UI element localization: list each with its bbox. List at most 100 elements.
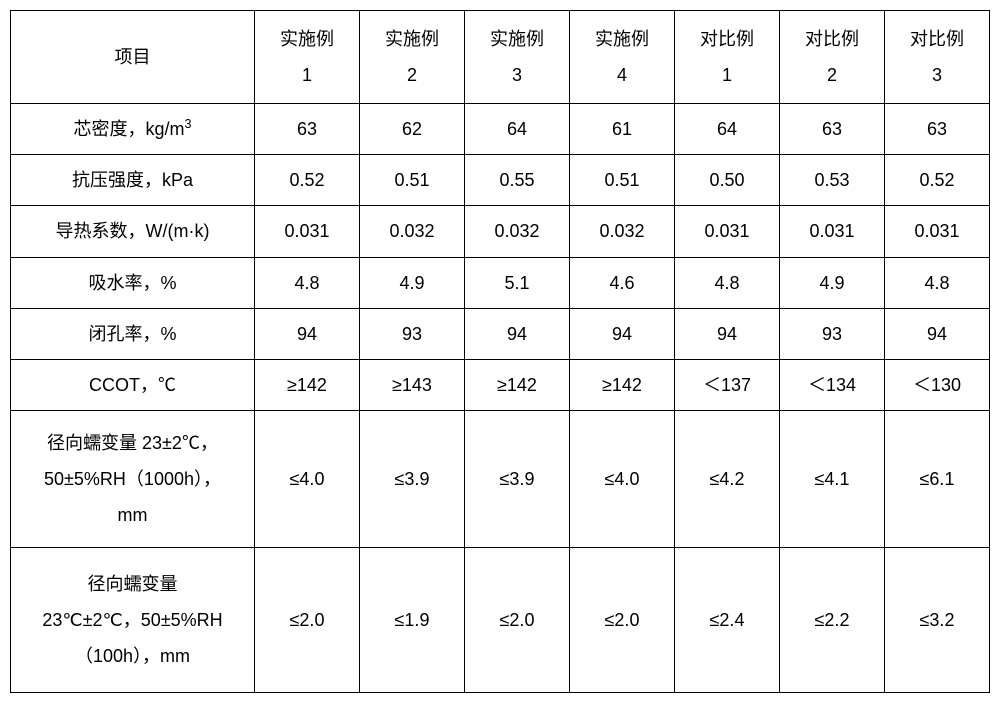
- cell: 64: [675, 104, 780, 155]
- row-label: 闭孔率，%: [11, 308, 255, 359]
- row-label: 径向蠕变量 23℃±2℃，50±5%RH （100h），mm: [11, 548, 255, 693]
- cell: 4.8: [675, 257, 780, 308]
- label-text: 芯密度，kg/m: [73, 119, 184, 139]
- label-line3: （100h），mm: [75, 646, 190, 666]
- cell: 4.8: [255, 257, 360, 308]
- table-body: 芯密度，kg/m3 63 62 64 61 64 63 63 抗压强度，kPa …: [11, 104, 990, 693]
- table-row: 导热系数，W/(m·k) 0.031 0.032 0.032 0.032 0.0…: [11, 206, 990, 257]
- cell: ≤3.9: [465, 411, 570, 548]
- header-num: 2: [407, 65, 417, 85]
- label-line2: 23℃±2℃，50±5%RH: [42, 610, 222, 630]
- cell: 63: [780, 104, 885, 155]
- table-row: CCOT，℃ ≥142 ≥143 ≥142 ≥142 ＜137 ＜134 ＜13…: [11, 359, 990, 410]
- cell: 64: [465, 104, 570, 155]
- cell: 93: [360, 308, 465, 359]
- cell: ≥142: [255, 359, 360, 410]
- cell: ≤2.0: [255, 548, 360, 693]
- header-col-5: 对比例 1: [675, 11, 780, 104]
- cell: 0.53: [780, 155, 885, 206]
- cell: 61: [570, 104, 675, 155]
- cell: 4.6: [570, 257, 675, 308]
- header-num: 1: [302, 65, 312, 85]
- data-table: 项目 实施例 1 实施例 2 实施例 3 实施例 4 对比例 1: [10, 10, 990, 693]
- cell: ≤2.0: [570, 548, 675, 693]
- label-line1: 径向蠕变量: [88, 574, 178, 594]
- cell: 0.031: [780, 206, 885, 257]
- cell: 0.50: [675, 155, 780, 206]
- header-text: 实施例: [280, 29, 334, 49]
- cell: ≤3.2: [885, 548, 990, 693]
- row-label: 导热系数，W/(m·k): [11, 206, 255, 257]
- cell: 0.032: [465, 206, 570, 257]
- header-text: 实施例: [595, 29, 649, 49]
- cell: 93: [780, 308, 885, 359]
- cell: 4.8: [885, 257, 990, 308]
- cell: 94: [675, 308, 780, 359]
- cell: ≤2.0: [465, 548, 570, 693]
- cell: 4.9: [360, 257, 465, 308]
- cell: 63: [885, 104, 990, 155]
- header-num: 2: [827, 65, 837, 85]
- table-row: 吸水率，% 4.8 4.9 5.1 4.6 4.8 4.9 4.8: [11, 257, 990, 308]
- cell: 0.032: [570, 206, 675, 257]
- cell: ≤1.9: [360, 548, 465, 693]
- cell: ≤2.2: [780, 548, 885, 693]
- cell: 0.55: [465, 155, 570, 206]
- cell: 0.51: [570, 155, 675, 206]
- cell: 0.52: [255, 155, 360, 206]
- row-label: 芯密度，kg/m3: [11, 104, 255, 155]
- cell: ≤4.2: [675, 411, 780, 548]
- header-text: 实施例: [385, 29, 439, 49]
- header-text: 对比例: [910, 29, 964, 49]
- cell: 63: [255, 104, 360, 155]
- cell: ≤4.0: [255, 411, 360, 548]
- row-label: 抗压强度，kPa: [11, 155, 255, 206]
- table-row: 抗压强度，kPa 0.52 0.51 0.55 0.51 0.50 0.53 0…: [11, 155, 990, 206]
- header-col-2: 实施例 2: [360, 11, 465, 104]
- cell: ≤4.1: [780, 411, 885, 548]
- cell: ≤2.4: [675, 548, 780, 693]
- header-num: 1: [722, 65, 732, 85]
- cell: ≥142: [465, 359, 570, 410]
- label-sup: 3: [185, 117, 192, 131]
- label-line1: 径向蠕变量 23±2℃，: [47, 433, 218, 453]
- header-col-6: 对比例 2: [780, 11, 885, 104]
- cell: ＜130: [885, 359, 990, 410]
- cell: 4.9: [780, 257, 885, 308]
- header-col-3: 实施例 3: [465, 11, 570, 104]
- cell: ≥143: [360, 359, 465, 410]
- cell: ≤4.0: [570, 411, 675, 548]
- table-row: 闭孔率，% 94 93 94 94 94 93 94: [11, 308, 990, 359]
- cell: 0.032: [360, 206, 465, 257]
- header-label: 项目: [11, 11, 255, 104]
- cell: 94: [885, 308, 990, 359]
- cell: 0.031: [885, 206, 990, 257]
- cell: ≤6.1: [885, 411, 990, 548]
- header-col-1: 实施例 1: [255, 11, 360, 104]
- row-label: CCOT，℃: [11, 359, 255, 410]
- cell: 94: [255, 308, 360, 359]
- header-col-7: 对比例 3: [885, 11, 990, 104]
- header-text: 实施例: [490, 29, 544, 49]
- header-num: 3: [512, 65, 522, 85]
- cell: 0.031: [675, 206, 780, 257]
- cell: 0.51: [360, 155, 465, 206]
- header-text: 对比例: [700, 29, 754, 49]
- header-col-4: 实施例 4: [570, 11, 675, 104]
- cell: 5.1: [465, 257, 570, 308]
- cell: ＜137: [675, 359, 780, 410]
- cell: 62: [360, 104, 465, 155]
- row-label: 吸水率，%: [11, 257, 255, 308]
- cell: ≥142: [570, 359, 675, 410]
- cell: 0.52: [885, 155, 990, 206]
- cell: 0.031: [255, 206, 360, 257]
- cell: 94: [570, 308, 675, 359]
- row-label: 径向蠕变量 23±2℃， 50±5%RH（1000h）， mm: [11, 411, 255, 548]
- table-row: 径向蠕变量 23℃±2℃，50±5%RH （100h），mm ≤2.0 ≤1.9…: [11, 548, 990, 693]
- header-num: 4: [617, 65, 627, 85]
- label-line3: mm: [118, 505, 148, 525]
- cell: 94: [465, 308, 570, 359]
- label-line2: 50±5%RH（1000h），: [44, 469, 221, 489]
- header-label-text: 项目: [115, 47, 151, 67]
- cell: ≤3.9: [360, 411, 465, 548]
